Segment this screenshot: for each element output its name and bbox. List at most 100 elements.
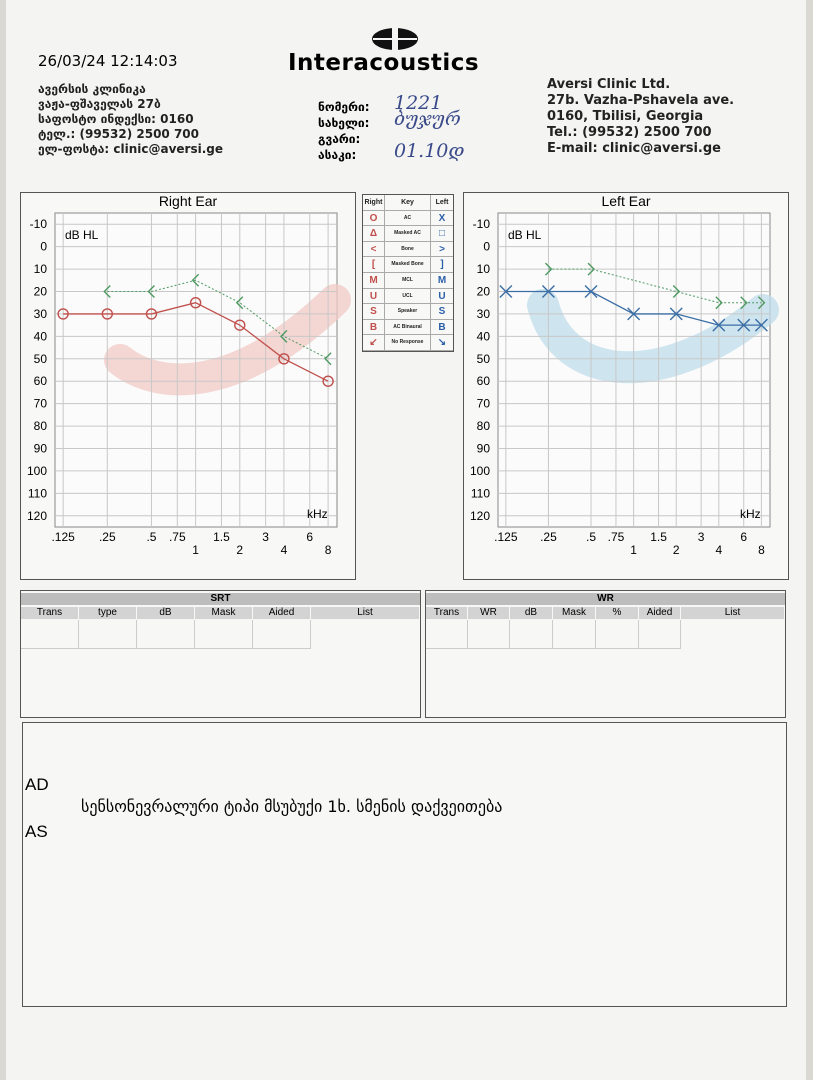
y-tick-label: 30 [34, 307, 48, 321]
srt-table: SRT Trans type dB Mask Aided List [20, 590, 421, 718]
key-label: MCL [385, 273, 431, 289]
notes-box: AD AS სენსონევრალური ტიპი მსუბუქი 1ხ. სმ… [22, 722, 787, 1007]
y-tick-label: 50 [477, 352, 491, 366]
key-label: Speaker [385, 304, 431, 320]
data-point [715, 296, 723, 310]
x-tick-label: 2 [236, 543, 243, 557]
key-label: AC [385, 210, 431, 227]
key-symbol: □ [431, 226, 453, 242]
y-axis-label: dB HL [65, 228, 99, 242]
x-tick-label: 3 [262, 530, 269, 544]
key-symbol: M [431, 273, 453, 289]
right-ear-chart: Right Ear -10 0 10 20 30 40 50 60 70 80 90 100 110 120… [20, 192, 356, 580]
data-point [754, 318, 768, 332]
patient-label: სახელი: [318, 116, 370, 130]
data-point [191, 273, 200, 287]
clinic-line: საფოსტო ინდექსი: 0160 [38, 112, 194, 126]
y-tick-label: 0 [483, 240, 490, 254]
x-tick-label: .75 [169, 530, 186, 544]
normal-band [527, 289, 779, 384]
data-point [757, 296, 766, 310]
note-label: AS [25, 822, 48, 841]
x-tick-label: 6 [740, 530, 747, 544]
y-tick-label: 0 [40, 240, 47, 254]
column-header: dB [510, 607, 552, 619]
data-point [324, 352, 332, 366]
key-symbol: M [363, 273, 385, 289]
x-tick-label: 2 [673, 543, 680, 557]
clinic-line: ავერსის კლინიკა [38, 82, 146, 96]
x-tick-label: .25 [99, 530, 116, 544]
left-ear-chart: Left Ear -10 0 10 20 30 40 50 60 70 80 90 100 110 120.… [463, 192, 789, 580]
data-point [147, 285, 155, 298]
key-label: AC Binaural [385, 319, 431, 336]
y-tick-label: 110 [471, 486, 490, 500]
table-cell [21, 620, 79, 649]
logo: Interacoustics [288, 50, 480, 76]
key-symbol: B [431, 320, 453, 336]
wr-table: WR Trans WR dB Mask% Aided List [425, 590, 786, 718]
data-point [499, 285, 513, 298]
x-tick-label: 1.5 [213, 530, 230, 544]
timestamp: 26/03/24 12:14:03 [38, 52, 178, 70]
clinic-line: 27b. Vazha-Pshavela ave. [547, 93, 735, 108]
table-cell [553, 620, 596, 649]
x-tick-label: .125 [51, 530, 75, 544]
key-symbol: O [363, 210, 385, 227]
y-axis-label: dB HL [508, 228, 542, 242]
patient-label: ასაკი: [318, 148, 357, 162]
data-point [235, 296, 244, 310]
logo-icon [372, 28, 418, 50]
data-point [541, 285, 555, 298]
key-label: Masked AC [385, 226, 431, 242]
data-point [584, 285, 598, 298]
y-tick-label: 30 [477, 307, 491, 321]
clinic-line: E-mail: clinic@aversi.ge [547, 141, 721, 156]
table-cell [195, 620, 253, 649]
column-header: Aided [639, 607, 680, 619]
key-label: Bone [385, 241, 431, 258]
clinic-en: Aversi Clinic Ltd. 27b. Vazha-Pshavela av… [547, 77, 734, 157]
column-header: dB [137, 607, 194, 619]
x-tick-label: .75 [608, 530, 625, 544]
y-tick-label: 110 [28, 486, 47, 500]
data-point [322, 375, 334, 387]
x-tick-label: 3 [698, 530, 705, 544]
clinic-line: ტელ.: (99532) 2500 700 [38, 127, 200, 141]
x-tick-label: 6 [306, 530, 313, 544]
clinic-ka: ავერსის კლინიკა ვაჟა-ფშაველას 27ბ საფოსტო … [38, 82, 223, 157]
table-cell [510, 620, 553, 649]
y-tick-label: 120 [470, 509, 490, 523]
data-point [145, 308, 158, 320]
y-tick-label: 100 [27, 464, 47, 478]
table-cell [253, 620, 311, 649]
y-tick-label: 20 [477, 285, 491, 299]
data-point [57, 308, 69, 320]
key-symbol: ↙ [363, 335, 385, 351]
data-point [234, 319, 246, 331]
x-tick-label: 4 [281, 543, 288, 557]
data-point [278, 353, 290, 365]
x-axis-label: kHz [740, 507, 761, 521]
y-tick-label: 40 [34, 329, 48, 343]
y-tick-label: 20 [34, 285, 48, 299]
y-tick-label: 50 [34, 352, 48, 366]
chart-title: Left Ear [601, 193, 650, 209]
note-text: სენსონევრალური ტიპი მსუბუქი 1ხ. სმენის დ… [81, 797, 503, 816]
table-title: WR [426, 593, 785, 605]
data-point [737, 318, 751, 332]
clinic-line: Aversi Clinic Ltd. [547, 77, 671, 92]
key-symbol: X [431, 211, 453, 227]
data-point [189, 297, 202, 309]
key-symbol: Δ [363, 226, 385, 242]
table-title: SRT [21, 593, 420, 605]
x-tick-label: .5 [586, 530, 596, 544]
y-tick-label: 60 [34, 374, 48, 388]
data-point [103, 285, 111, 298]
key-header: Right [363, 195, 385, 211]
series-line [548, 268, 762, 304]
key-symbol: > [431, 242, 453, 258]
data-point [669, 307, 683, 321]
column-header: Mask [553, 607, 595, 619]
column-header: Aided [253, 607, 310, 619]
